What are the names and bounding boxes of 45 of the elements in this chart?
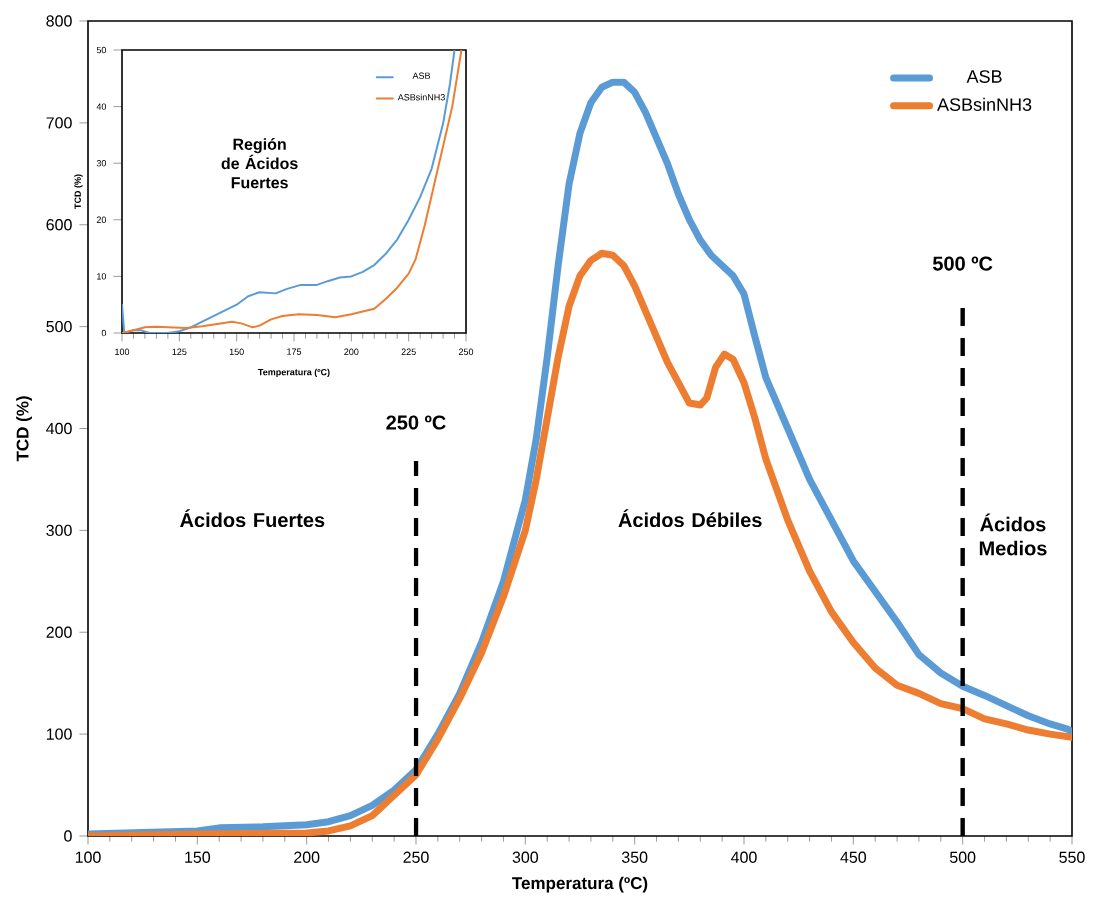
ref-line-label: 500 ºC — [932, 256, 993, 271]
y-tick-label: 300 — [46, 524, 72, 537]
x-tick-label: 225 — [401, 348, 416, 355]
y-axis-title: TCD (%) — [16, 396, 32, 462]
annotation: Ácidos Medios — [979, 513, 1047, 556]
x-tick-label: 150 — [185, 851, 211, 863]
y-tick-label: 400 — [46, 422, 72, 435]
annotation: Ácidos Fuertes — [180, 509, 325, 528]
y-tick-label: 600 — [46, 219, 72, 231]
x-tick-label: 250 — [403, 851, 429, 863]
legend-label: ASBsinNH3 — [397, 93, 445, 101]
legend-label: ASBsinNH3 — [937, 97, 1032, 111]
x-tick-label: 550 — [1059, 851, 1085, 863]
x-tick-label: 175 — [287, 348, 302, 355]
x-axis-title: Temperatura (ºC) — [512, 876, 648, 893]
x-tick-label: 300 — [512, 851, 539, 863]
y-tick-label: 500 — [46, 320, 72, 333]
x-tick-label: 500 — [949, 851, 976, 863]
y-tick-label: 10 — [97, 273, 107, 280]
y-tick-label: 30 — [96, 160, 107, 167]
annotation: Región de Ácidos Fuertes — [221, 138, 298, 189]
legend-label: ASB — [412, 72, 431, 79]
x-tick-label: 250 — [458, 348, 474, 355]
x-tick-label: 200 — [344, 348, 359, 355]
x-tick-label: 400 — [731, 851, 757, 863]
x-axis-title: Temperatura (ºC) — [258, 368, 330, 378]
y-tick-label: 100 — [46, 728, 72, 740]
annotation: Ácidos Débiles — [618, 509, 762, 528]
y-tick-label: 40 — [96, 103, 107, 110]
x-tick-label: 200 — [294, 851, 320, 863]
y-tick-label: 0 — [101, 329, 107, 337]
legend-label: ASB — [966, 70, 1002, 83]
x-tick-label: 150 — [229, 348, 244, 355]
ref-line-label: 250 ºC — [386, 415, 446, 430]
y-tick-label: 0 — [64, 830, 72, 842]
x-tick-label: 125 — [172, 348, 187, 355]
y-tick-label: 200 — [46, 626, 72, 638]
x-tick-label: 100 — [115, 348, 130, 355]
y-tick-label: 800 — [46, 15, 72, 27]
y-tick-label: 50 — [96, 46, 107, 54]
y-tick-label: 20 — [96, 216, 107, 223]
x-tick-label: 450 — [840, 851, 867, 863]
x-tick-label: 350 — [621, 851, 648, 863]
y-tick-label: 700 — [46, 117, 72, 129]
y-axis-title: TCD (%) — [74, 174, 83, 209]
